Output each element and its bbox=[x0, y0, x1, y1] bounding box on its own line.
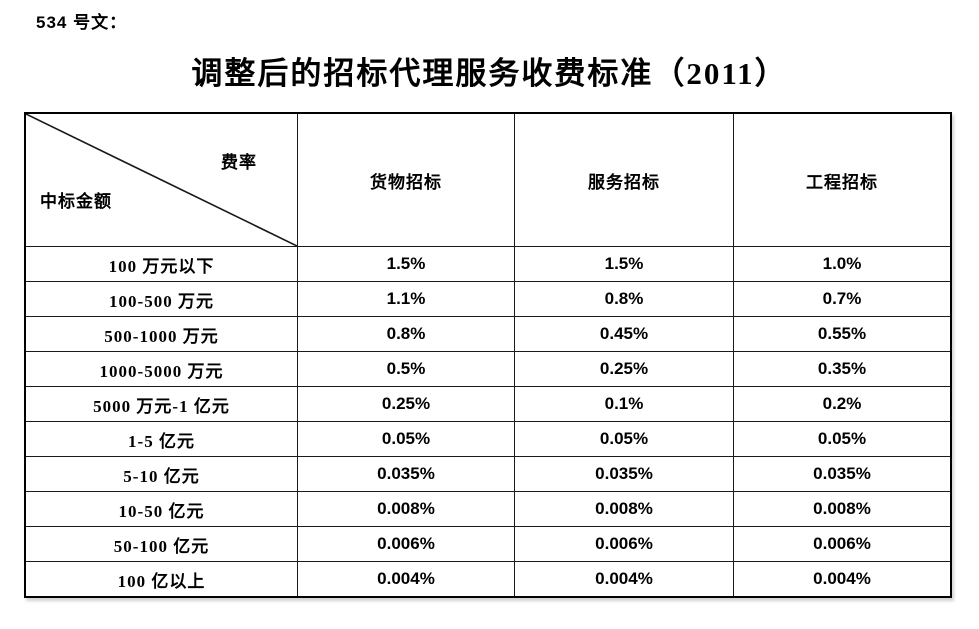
rate-cell: 0.006% bbox=[733, 526, 950, 561]
doc-number-label: 534 号文： bbox=[36, 13, 128, 32]
amount-cell: 100 万元以下 bbox=[26, 246, 297, 281]
amount-cell: 1000-5000 万元 bbox=[26, 351, 297, 386]
rate-cell: 0.035% bbox=[514, 456, 733, 491]
amount-cell: 5000 万元-1 亿元 bbox=[26, 386, 297, 421]
rate-cell: 0.45% bbox=[514, 316, 733, 351]
rate-cell: 0.05% bbox=[514, 421, 733, 456]
rate-cell: 0.55% bbox=[733, 316, 950, 351]
rate-cell: 0.035% bbox=[297, 456, 514, 491]
rate-cell: 0.05% bbox=[297, 421, 514, 456]
rate-cell: 1.5% bbox=[297, 246, 514, 281]
rate-cell: 0.006% bbox=[297, 526, 514, 561]
rate-cell: 0.5% bbox=[297, 351, 514, 386]
column-header-service: 服务招标 bbox=[514, 114, 733, 246]
rate-cell: 0.25% bbox=[514, 351, 733, 386]
rate-cell: 0.35% bbox=[733, 351, 950, 386]
rate-cell: 1.1% bbox=[297, 281, 514, 316]
rate-cell: 0.25% bbox=[297, 386, 514, 421]
page-title: 调整后的招标代理服务收费标准（2011） bbox=[191, 56, 788, 91]
diagonal-divider-line bbox=[26, 114, 297, 246]
rate-cell: 0.8% bbox=[297, 316, 514, 351]
rate-cell: 0.7% bbox=[733, 281, 950, 316]
amount-cell: 500-1000 万元 bbox=[26, 316, 297, 351]
amount-cell: 5-10 亿元 bbox=[26, 456, 297, 491]
table-corner-cell: 费率 中标金额 bbox=[26, 114, 297, 246]
rate-cell: 0.035% bbox=[733, 456, 950, 491]
amount-cell: 100 亿以上 bbox=[26, 561, 297, 596]
rate-cell: 1.0% bbox=[733, 246, 950, 281]
corner-amount-label: 中标金额 bbox=[40, 192, 112, 211]
rate-cell: 0.2% bbox=[733, 386, 950, 421]
rate-cell: 0.004% bbox=[297, 561, 514, 596]
rate-cell: 0.006% bbox=[514, 526, 733, 561]
corner-rate-label: 费率 bbox=[221, 153, 257, 172]
rate-cell: 0.8% bbox=[514, 281, 733, 316]
amount-cell: 1-5 亿元 bbox=[26, 421, 297, 456]
rate-cell: 0.008% bbox=[733, 491, 950, 526]
rate-cell: 1.5% bbox=[514, 246, 733, 281]
amount-cell: 50-100 亿元 bbox=[26, 526, 297, 561]
amount-cell: 100-500 万元 bbox=[26, 281, 297, 316]
column-header-goods: 货物招标 bbox=[297, 114, 514, 246]
rate-cell: 0.05% bbox=[733, 421, 950, 456]
rate-cell: 0.004% bbox=[514, 561, 733, 596]
rate-cell: 0.008% bbox=[514, 491, 733, 526]
rate-cell: 0.1% bbox=[514, 386, 733, 421]
column-header-engineering: 工程招标 bbox=[733, 114, 950, 246]
fee-table: 费率 中标金额 货物招标 服务招标 工程招标 100 万元以下 1.5% 1.5… bbox=[24, 112, 952, 598]
rate-cell: 0.008% bbox=[297, 491, 514, 526]
amount-cell: 10-50 亿元 bbox=[26, 491, 297, 526]
rate-cell: 0.004% bbox=[733, 561, 950, 596]
